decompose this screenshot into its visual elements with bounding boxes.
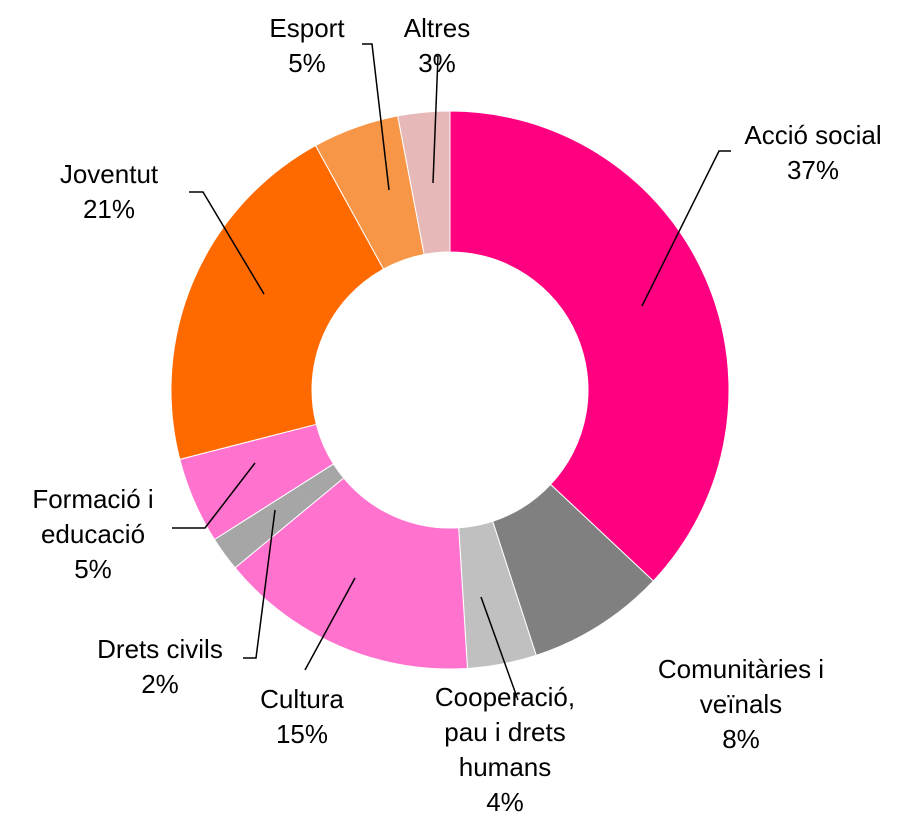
leader-cooperacio-pau-i-drets-humans (480, 596, 519, 701)
label-accio-social: Acció social 37% (744, 120, 881, 185)
leader-altres (432, 55, 439, 184)
label-joventut: Joventut 21% (60, 159, 159, 224)
label-cooperacio-pau-i-drets-humans: Cooperació, pau i drets humans 4% (435, 682, 575, 817)
label-drets-civils: Drets civils 2% (97, 634, 223, 699)
leader-drets-civils (243, 509, 276, 659)
leader-accio-social (641, 150, 731, 307)
leader-esport (362, 43, 390, 191)
slice-altres (397, 110, 451, 256)
donut-slices (170, 110, 730, 670)
slice-joventut (170, 144, 385, 460)
slice-accio-social (449, 110, 730, 582)
leader-lines (172, 43, 731, 701)
label-formacio-i-educacio: Formació i educació 5% (32, 484, 153, 584)
slice-labels: Acció social 37% Comunitàries i veïnals 8% Co… (32, 13, 881, 817)
label-comunitaries-i-veinals: Comunitàries i veïnals 8% (658, 654, 824, 754)
leader-formacio-i-educacio (172, 462, 256, 529)
label-cultura: Cultura 15% (260, 684, 344, 749)
leader-joventut (189, 191, 265, 295)
leader-cultura (304, 577, 356, 671)
label-altres: Altres 3% (404, 13, 470, 78)
slice-cultura (234, 477, 469, 670)
label-esport: Esport 5% (269, 13, 345, 78)
